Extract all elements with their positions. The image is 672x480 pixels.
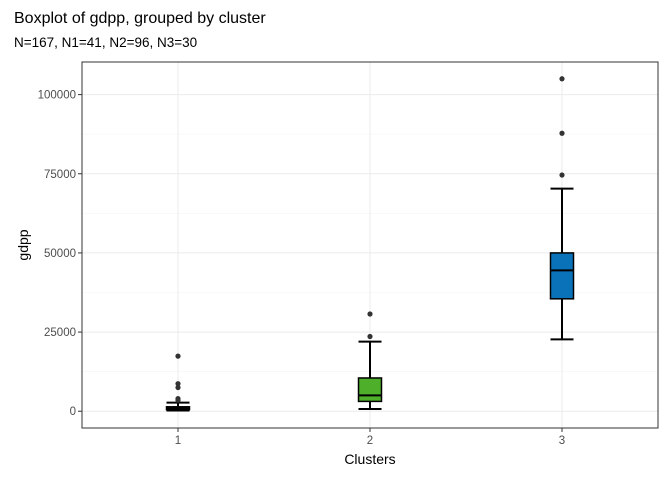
outlier-point (559, 130, 565, 136)
outlier-point (367, 333, 373, 340)
x-axis-title: Clusters (344, 451, 395, 467)
outlier-point (175, 384, 181, 391)
outlier-point (175, 353, 181, 359)
grid (82, 62, 658, 428)
outlier-point (175, 381, 181, 387)
y-tick-label: 100000 (38, 90, 76, 102)
y-tick-label: 75000 (44, 169, 76, 181)
chart-title: Boxplot of gdpp, grouped by cluster (14, 10, 266, 27)
box-cluster-3 (549, 76, 575, 341)
y-axis-title: gdpp (15, 229, 31, 260)
chart-subtitle: N=167, N1=41, N2=96, N3=30 (14, 35, 197, 50)
box-cluster-2 (357, 311, 383, 411)
x-tick-label: 3 (559, 435, 565, 447)
x-tick-label: 1 (175, 435, 181, 447)
x-tick-label: 2 (367, 435, 373, 447)
box-cluster-1 (165, 353, 191, 412)
outlier-point (367, 311, 373, 317)
outlier-point (559, 76, 565, 82)
axis-ticks: 0 25000 50000 75000 100000 1 2 3 (38, 90, 566, 447)
iqr-box (357, 377, 383, 403)
outlier-point (559, 172, 565, 178)
y-tick-label: 25000 (44, 327, 76, 339)
y-tick-label: 50000 (44, 248, 76, 260)
iqr-box (549, 252, 575, 300)
y-tick-label: 0 (70, 406, 76, 418)
boxes (165, 76, 575, 412)
outlier-point (175, 395, 181, 402)
